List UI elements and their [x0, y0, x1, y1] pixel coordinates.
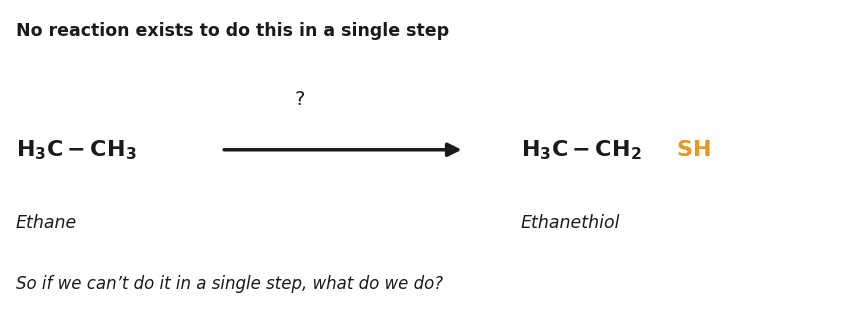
- Text: ?: ?: [294, 90, 305, 109]
- Text: Ethanethiol: Ethanethiol: [521, 214, 621, 232]
- Text: $\mathbf{H_3C-CH_2}$: $\mathbf{H_3C-CH_2}$: [521, 138, 641, 162]
- Text: $\mathbf{SH}$: $\mathbf{SH}$: [676, 140, 711, 160]
- Text: So if we can’t do it in a single step, what do we do?: So if we can’t do it in a single step, w…: [16, 275, 443, 293]
- Text: $\mathbf{H_3C-CH_3}$: $\mathbf{H_3C-CH_3}$: [16, 138, 136, 162]
- Text: Ethane: Ethane: [16, 214, 77, 232]
- Text: No reaction exists to do this in a single step: No reaction exists to do this in a singl…: [16, 22, 449, 40]
